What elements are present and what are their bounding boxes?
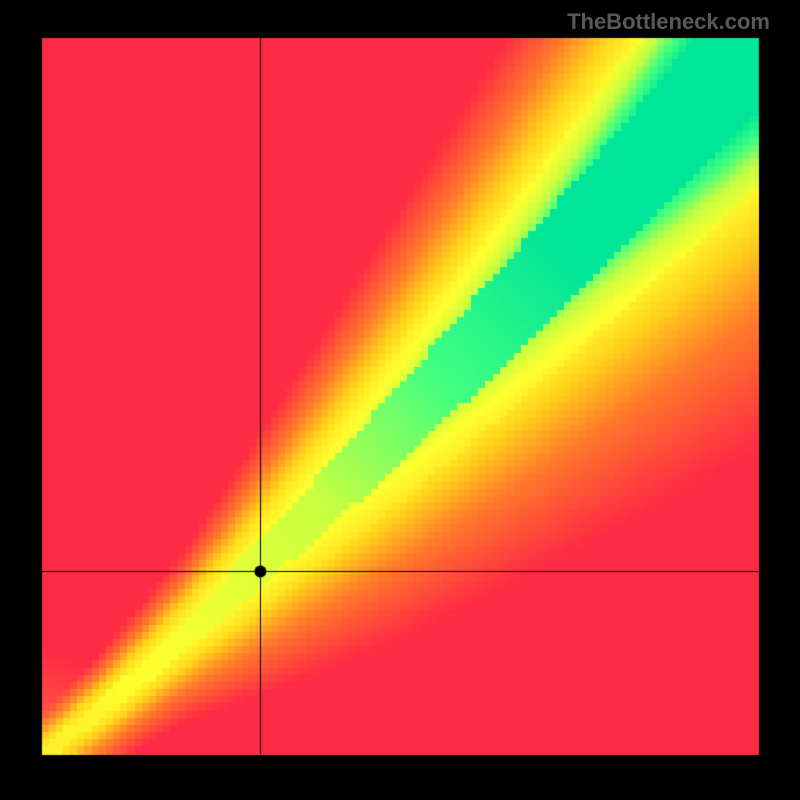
- chart-root: TheBottleneck.com: [0, 0, 800, 800]
- bottleneck-heatmap: [0, 0, 800, 800]
- watermark-label: TheBottleneck.com: [567, 9, 770, 35]
